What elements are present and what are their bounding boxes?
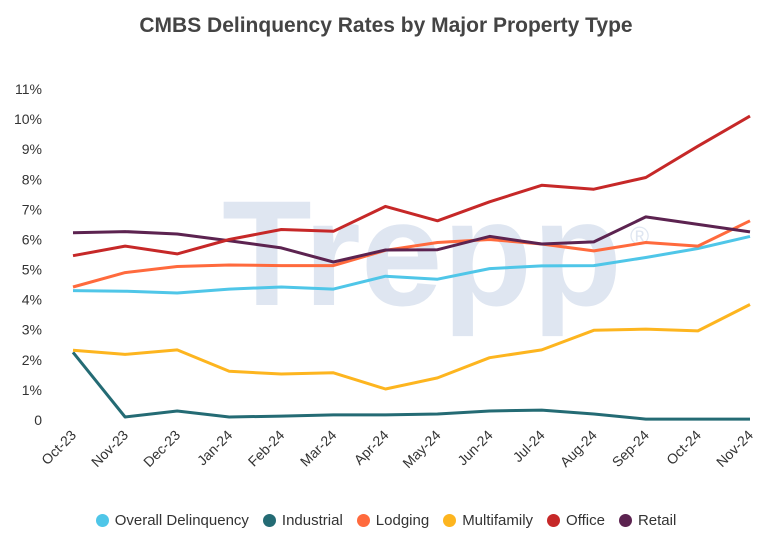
series-line-industrial: [71, 351, 750, 421]
y-tick-label: 11%: [15, 81, 42, 97]
x-tick-label: Jul-24: [510, 427, 548, 465]
y-tick-label: 2%: [22, 352, 42, 368]
legend-label: Retail: [637, 512, 677, 529]
x-tick-label: Mar-24: [297, 427, 340, 470]
x-tick-label: Sep-24: [609, 427, 652, 470]
x-tick-label: Feb-24: [245, 427, 288, 470]
x-tick-label: Oct-23: [38, 427, 79, 468]
legend-item: Multifamily: [443, 512, 533, 529]
x-tick-label: Nov-23: [88, 427, 131, 470]
x-tick-label: Jun-24: [454, 427, 496, 469]
legend-label: Lodging: [375, 512, 430, 529]
legend: Overall Delinquency Industrial Lodging Mult…: [0, 512, 772, 529]
series-line-overall-delinquency: [72, 234, 751, 295]
legend-marker-icon: [443, 514, 457, 527]
y-tick-label: 3%: [22, 322, 42, 338]
legend-label: Multifamily: [462, 512, 534, 529]
legend-marker-icon: [262, 514, 276, 527]
x-tick-label: Dec-23: [140, 427, 183, 470]
legend-item: Lodging: [356, 512, 430, 529]
legend-marker-icon: [618, 514, 632, 527]
chart-title: CMBS Delinquency Rates by Major Property…: [139, 14, 633, 37]
legend-item: Retail: [618, 512, 677, 529]
x-tick-label: Aug-24: [557, 427, 600, 470]
watermark-logo: Trepp: [222, 169, 622, 337]
legend-marker-icon: [356, 514, 370, 527]
legend-marker-icon: [95, 514, 109, 527]
x-tick-label: Oct-24: [663, 427, 704, 468]
legend-item: Overall Delinquency: [95, 512, 249, 529]
x-tick-label: Jan-24: [194, 427, 236, 469]
legend-label: Overall Delinquency: [114, 512, 249, 529]
legend-marker-icon: [547, 514, 561, 527]
legend-label: Industrial: [281, 512, 343, 529]
legend-item: Office: [547, 512, 605, 529]
series-line-retail: [72, 215, 751, 264]
y-tick-label: 8%: [22, 171, 42, 187]
legend-label: Office: [566, 512, 605, 529]
series-line-lodging: [72, 219, 751, 289]
x-tick-label: May-24: [399, 427, 443, 471]
y-tick-label: 1%: [22, 382, 42, 398]
y-tick-label: 6%: [22, 231, 42, 247]
y-tick-label: 5%: [22, 262, 42, 278]
series-line-office: [72, 114, 751, 258]
watermark-registered: ®: [630, 221, 649, 251]
y-tick-label: 10%: [14, 111, 42, 127]
legend-item: Industrial: [262, 512, 343, 529]
y-tick-label: 4%: [22, 292, 42, 308]
series-line-multifamily: [72, 303, 751, 391]
x-tick-label: Nov-24: [713, 427, 756, 470]
x-tick-label: Apr-24: [351, 427, 392, 468]
y-tick-label: 0: [34, 412, 42, 428]
y-tick-label: 9%: [22, 141, 42, 157]
y-tick-label: 7%: [22, 201, 42, 217]
